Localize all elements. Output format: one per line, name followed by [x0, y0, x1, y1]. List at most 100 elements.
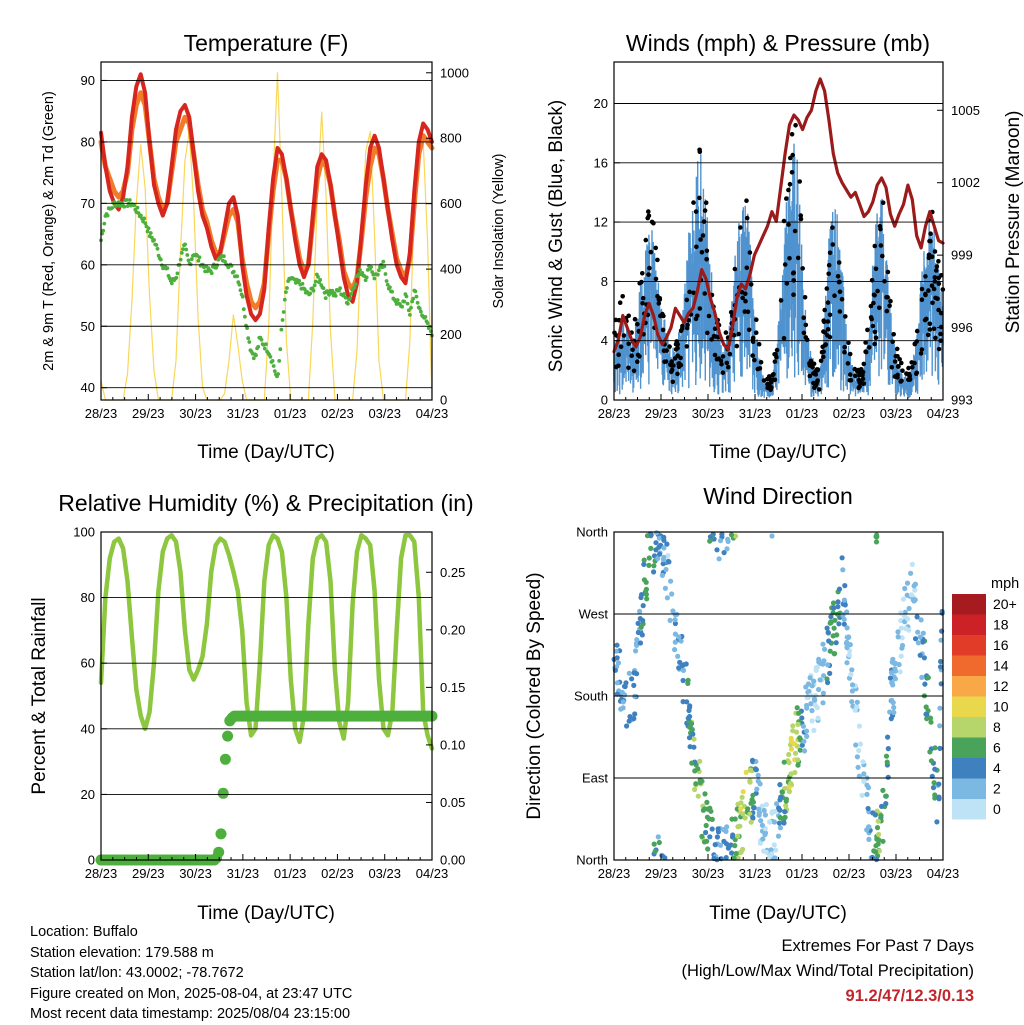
dewpoint-point — [381, 259, 386, 264]
dewpoint-point — [411, 296, 416, 301]
direction-point — [808, 701, 814, 707]
y-tick-label: 100 — [73, 525, 95, 540]
dewpoint-point — [311, 288, 316, 293]
y-tick-label: 16 — [594, 155, 608, 170]
direction-point — [871, 848, 877, 854]
extremes-values: 91.2/47/12.3/0.13 — [845, 987, 974, 1005]
direction-point — [638, 594, 644, 601]
direction-point — [864, 782, 870, 788]
direction-point — [887, 675, 894, 681]
direction-point — [756, 812, 762, 818]
gust-point — [703, 200, 709, 205]
direction-point — [852, 707, 858, 713]
gust-point — [684, 325, 690, 331]
gust-point — [618, 344, 624, 350]
direction-point — [723, 841, 730, 847]
direction-point — [709, 826, 715, 832]
humidity-y2-ticks: 0.00 0.05 0.10 0.15 0.20 0.25 — [426, 565, 465, 868]
direction-point — [663, 566, 669, 573]
winds-pressure-panel: Winds (mph) & Pressure (mb) 28/23 29/23 30… — [546, 30, 1024, 463]
direction-point — [776, 820, 783, 826]
gust-point — [635, 359, 640, 365]
gust-point — [904, 371, 909, 376]
direction-point — [729, 850, 735, 856]
gust-point — [910, 365, 915, 370]
direction-point — [739, 794, 745, 800]
gust-point — [774, 347, 780, 353]
direction-point — [896, 662, 902, 668]
direction-point — [728, 532, 735, 538]
direction-point — [875, 818, 881, 824]
legend-label: 16 — [993, 637, 1009, 653]
gust-point — [789, 132, 795, 137]
dewpoint-point — [419, 309, 423, 314]
dewpoint-point — [417, 306, 422, 311]
direction-point — [800, 723, 807, 729]
direction-point — [660, 561, 666, 567]
direction-point — [796, 710, 802, 716]
direction-point — [691, 736, 697, 742]
direction-point — [786, 760, 792, 766]
gust-point — [884, 295, 889, 300]
direction-point — [917, 634, 923, 640]
gust-point — [810, 365, 815, 370]
y-tick-label: 20 — [81, 787, 95, 802]
y-tick-label: West — [579, 607, 609, 622]
direction-point — [799, 715, 805, 721]
direction-point — [695, 766, 701, 772]
x-tick-label: 03/23 — [880, 406, 913, 421]
direction-point — [692, 786, 698, 793]
gust-point — [835, 274, 841, 279]
gust-point — [877, 223, 883, 229]
relative-humidity-line — [98, 533, 435, 751]
direction-point — [934, 819, 940, 825]
direction-point — [707, 805, 713, 811]
direction-point — [635, 620, 641, 627]
gust-point — [756, 341, 762, 347]
gust-point — [679, 326, 685, 331]
direction-point — [821, 673, 827, 679]
direction-point — [908, 570, 914, 576]
gust-point — [919, 297, 925, 303]
direction-point — [697, 758, 703, 764]
direction-point — [691, 744, 697, 750]
dewpoint-point — [142, 216, 147, 221]
gust-point — [781, 336, 787, 341]
direction-point — [928, 719, 934, 725]
direction-point — [908, 592, 915, 598]
gust-point — [674, 339, 679, 344]
direction-point — [672, 647, 678, 653]
direction-point — [809, 683, 815, 689]
winds-x-ticks: 28/23 29/23 30/23 31/23 01/23 02/23 03/23 04/23 — [598, 394, 960, 421]
direction-point — [618, 706, 624, 712]
gust-point — [870, 323, 876, 329]
gust-point — [880, 200, 886, 205]
direction-point — [634, 642, 640, 649]
x-tick-label: 02/23 — [833, 406, 866, 421]
direction-point — [921, 655, 928, 661]
direction-point — [856, 723, 863, 729]
dewpoint-point — [284, 290, 288, 294]
gust-point — [885, 269, 891, 275]
direction-point — [804, 728, 810, 734]
direction-point — [646, 555, 652, 561]
gust-point — [613, 317, 619, 323]
gust-point — [872, 243, 878, 249]
gust-point — [640, 301, 645, 306]
direction-point — [755, 778, 761, 784]
gust-point — [842, 349, 847, 355]
gust-point — [860, 381, 866, 387]
dewpoint-point — [122, 204, 127, 209]
t2m-line — [99, 72, 434, 323]
gust-point — [926, 252, 932, 258]
direction-point — [895, 634, 901, 640]
gust-point — [653, 276, 659, 282]
humidity-y-axis-label: Percent & Total Rainfall — [29, 597, 50, 794]
direction-point — [898, 618, 904, 624]
gust-point — [821, 354, 826, 360]
gust-point — [646, 209, 651, 214]
direction-point — [639, 632, 645, 638]
x-tick-label: 04/23 — [927, 406, 960, 421]
x-tick-label: 30/23 — [692, 866, 725, 881]
dewpoint-point — [101, 228, 106, 233]
